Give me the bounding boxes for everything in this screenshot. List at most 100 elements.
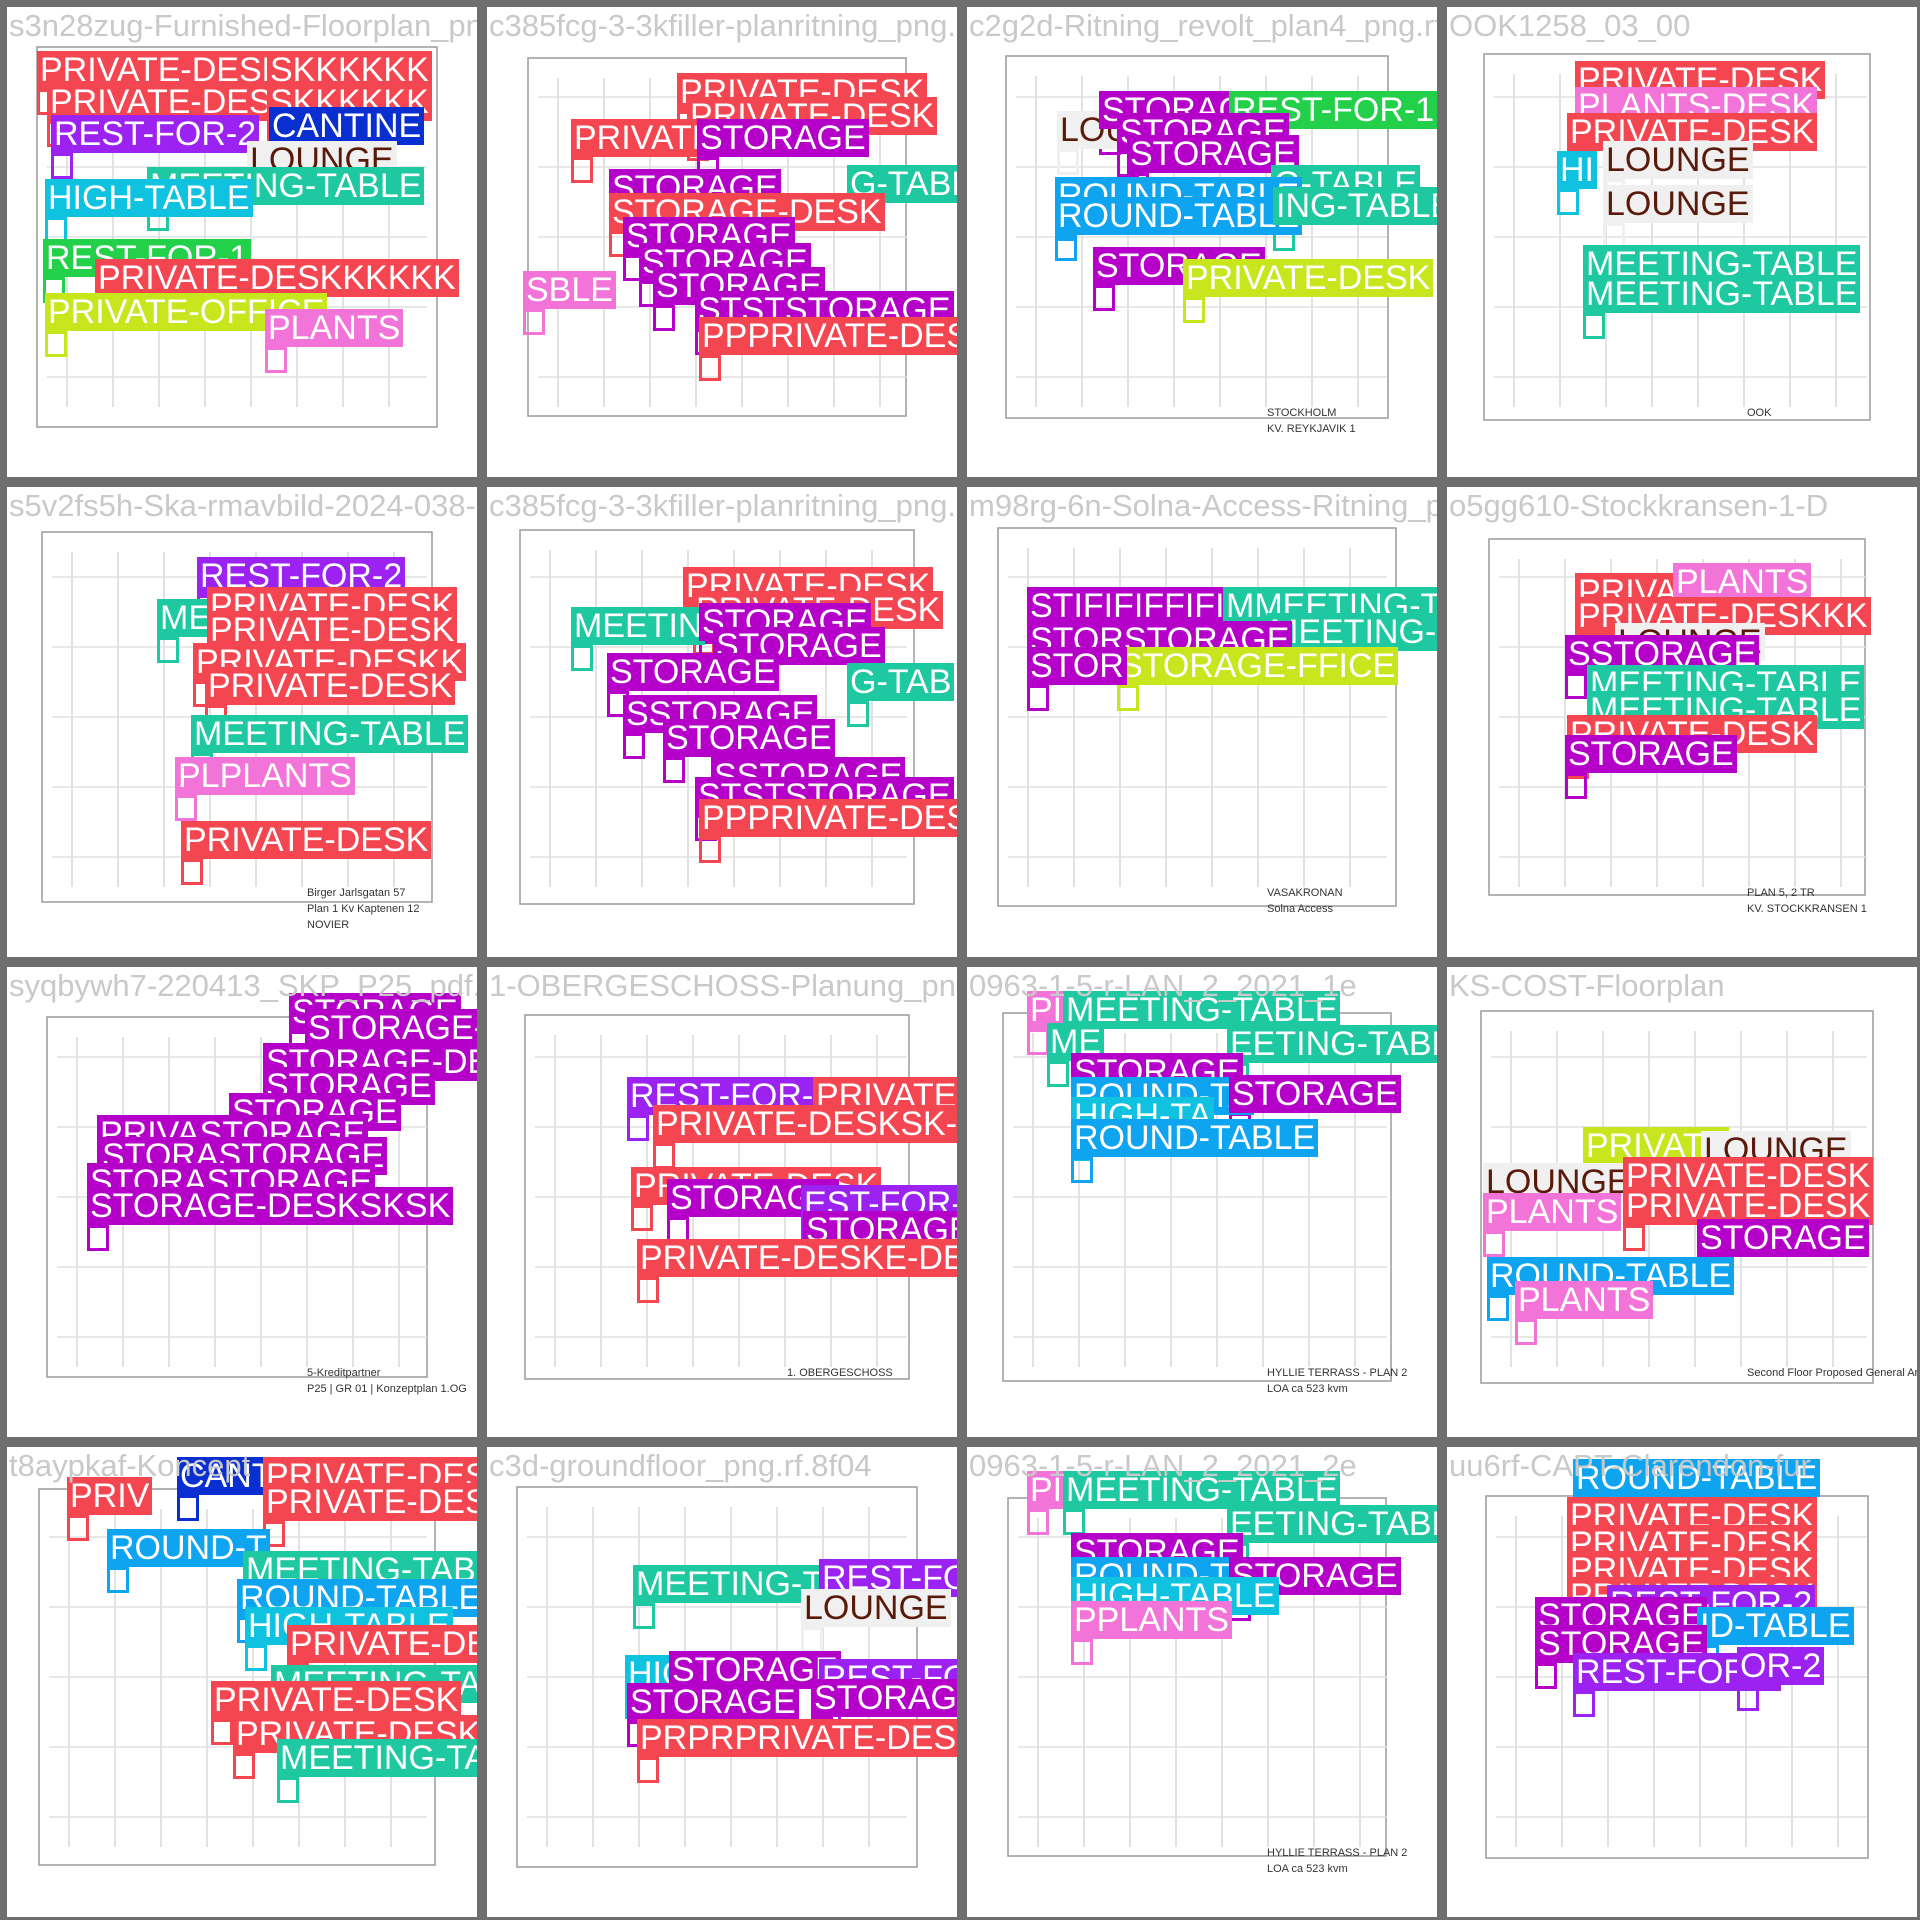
class-label-private-desk: PRIVATE-DESKKKKKK <box>95 259 459 297</box>
class-label-storage: STORAGE-DESKSKSK <box>87 1187 454 1225</box>
bbox-round-table <box>1055 235 1077 261</box>
tile-filename: 0963-1-5-r-LAN_2_2021_2e <box>969 1448 1357 1483</box>
class-label-plants: PLANTS <box>1515 1281 1654 1319</box>
bbox-high-table <box>1557 189 1579 215</box>
class-label-private-office: PRIVATE-DESK <box>1183 259 1434 297</box>
class-label-high-table: HIGH-TABLE <box>45 179 253 217</box>
class-label-meeting-table: MEETING-TABLE <box>191 715 469 753</box>
bbox-private-desk <box>699 355 721 381</box>
floorplan-tile: c3d-groundfloor_png.rf.8f04 MEETING-TA RES… <box>487 1447 957 1917</box>
plan-caption: LOA ca 523 kvm <box>1267 1383 1348 1395</box>
tile-filename: c3d-groundfloor_png.rf.8f04 <box>489 1448 872 1483</box>
floorplan-tile: OOK1258_03_00 OOK PRIVATE-DESK PLANTS-DESK P… <box>1447 7 1917 477</box>
class-label-private-desk: PRIVATE-DESK <box>211 1681 462 1719</box>
class-label-rest-for-2: OR-2 <box>1737 1647 1825 1685</box>
class-label-private-desk: PRIVATE-DESKSK-DE <box>653 1105 957 1143</box>
class-label-plants: PLANTS <box>1673 563 1812 601</box>
floorplan-drawing <box>1005 55 1389 419</box>
bbox-storage <box>1093 285 1115 311</box>
class-label-round-table: ROUND-TABLE <box>1573 1459 1821 1497</box>
floorplan-tile: c2g2d-Ritning_revolt_plan4_png.rf.d380 ST… <box>967 7 1437 477</box>
class-label-private-desk: PPPRIVATE-DESKK <box>699 799 957 837</box>
class-label-meeting-table: EETING-TABLE <box>1227 1505 1437 1543</box>
class-label-storage: STORAGE <box>623 217 795 255</box>
class-label-high-table: HI <box>1557 151 1597 189</box>
plan-caption: KV. STOCKKRANSEN 1 <box>1747 903 1867 915</box>
bbox-plants <box>1515 1319 1537 1345</box>
bbox-round-table <box>1487 1295 1509 1321</box>
tile-filename: s3n28zug-Furnished-Floorplan_png.rf.2b20 <box>9 8 477 43</box>
floorplan-tile: 0963-1-5-r-LAN_2_2021_1e HYLLIE TERRASS -… <box>967 967 1437 1437</box>
class-label-private-desk: PRIVATE-DESK <box>287 1625 477 1663</box>
floorplan-tile: c385fcg-3-3kfiller-planritning_png.rf.4c… <box>487 487 957 957</box>
bbox-storage <box>623 733 645 759</box>
plan-caption: Second Floor Proposed General Arrangemen… <box>1747 1367 1917 1379</box>
class-label-private-desk: PRIVATE-DESK <box>205 667 456 705</box>
class-label-lounge: LOUNGE <box>1603 185 1753 223</box>
class-label-storage: STORAGE <box>697 119 869 157</box>
bbox-private-desk <box>181 859 203 885</box>
class-label-private-desk: PRIVATE-DESK <box>181 821 432 859</box>
tile-filename: 0963-1-5-r-LAN_2_2021_1e <box>969 968 1357 1003</box>
plan-caption: PLAN 5, 2 TR <box>1747 887 1815 899</box>
bbox-plants <box>1027 1509 1049 1535</box>
class-label-private-desk: PRIVATE-DESK <box>207 611 458 649</box>
bbox-high-table <box>245 1645 267 1671</box>
bbox-private-desk <box>1623 1225 1645 1251</box>
class-label-storage: STORAGE <box>1697 1219 1869 1257</box>
bbox-rest-for-2 <box>1573 1691 1595 1717</box>
floorplan-drawing <box>997 527 1397 907</box>
class-label-storage: SSTORAGE <box>623 695 818 733</box>
plan-caption: 1. OBERGESCHOSS <box>787 1367 893 1379</box>
plan-caption: STOCKHOLM <box>1267 407 1337 419</box>
bbox-meeting-table <box>1047 1061 1069 1087</box>
plan-caption: LOA ca 523 kvm <box>1267 1863 1348 1875</box>
bbox-plants <box>1071 1639 1093 1665</box>
class-label-plants: PLPLANTS <box>175 757 355 795</box>
class-label-storage: STIFIFIFFIFI <box>1027 587 1228 625</box>
plan-caption: NOVIER <box>307 919 350 931</box>
tile-filename: m98rg-6n-Solna-Access-Ritning_png.rf.53 <box>969 488 1437 523</box>
class-label-storage: STORAGE <box>627 1683 799 1721</box>
class-label-storage: STORAGE-DESK <box>305 1009 477 1047</box>
class-label-private-office: STORAGE-FFICE <box>1117 647 1399 685</box>
class-label-round-table: ROUND-T <box>107 1529 270 1567</box>
bbox-round-table <box>1071 1157 1093 1183</box>
class-label-meeting-table: MEETIN <box>571 607 706 645</box>
bbox-lounge <box>801 1627 823 1653</box>
class-label-round-table: ROUND-TABLE <box>1071 1119 1319 1157</box>
bbox-storage <box>653 305 675 331</box>
bbox-storage <box>1535 1663 1557 1689</box>
floorplan-tile: 0963-1-5-r-LAN_2_2021_2e HYLLIE TERRASS -… <box>967 1447 1437 1917</box>
bbox-plants <box>1483 1231 1505 1257</box>
class-label-round-table: ROUND-TABLE <box>1055 197 1303 235</box>
tile-filename: syqbywh7-220413_SKP_P25_pdf.rf.3e <box>9 968 477 1003</box>
bbox-meeting-table <box>633 1603 655 1629</box>
tile-filename: 1-OBERGESCHOSS-Planung_png.rf.dd0 <box>489 968 957 1003</box>
bbox-private-desk <box>631 1205 653 1231</box>
class-label-private-desk: PRIVATE-DESKK <box>37 51 311 89</box>
class-label-lounge: LOUNGE <box>1603 141 1753 179</box>
class-label-meeting-table: ING-TABLE-E <box>1273 187 1437 225</box>
class-label-meeting-table: MEETING-TABLE <box>1583 275 1861 313</box>
floorplan-tile: t8aypkaf-KonceptPRIVCANTINEPRIVATE-DESKP… <box>7 1447 477 1917</box>
class-label-cantine: CANTINE <box>269 107 425 145</box>
bbox-plants <box>523 309 545 335</box>
tile-filename: uu6rf-CAPT-Clarendon-fur <box>1449 1448 1811 1483</box>
class-label-meeting-table: ME <box>157 599 214 637</box>
class-label-storage: STORAGE <box>1127 135 1299 173</box>
tile-filename: OOK1258_03_00 <box>1449 8 1691 43</box>
class-label-storage: STORAGE <box>607 653 779 691</box>
bbox-cantine <box>177 1495 199 1521</box>
class-label-private-desk: PRPRPRIVATE-DESKSKSK <box>637 1719 957 1757</box>
class-label-meeting-table: MEETING-TABLE <box>1063 991 1341 1029</box>
class-label-storage: STORAGE <box>1229 1075 1401 1113</box>
bbox-private-desk <box>637 1757 659 1783</box>
class-label-meeting-table: MEETING-TABLE <box>1063 1471 1341 1509</box>
bbox-private-desk <box>699 837 721 863</box>
class-label-meeting-table: EETING-TABLE <box>1227 1025 1437 1063</box>
bbox-meeting-table <box>157 637 179 663</box>
bbox-storage <box>1565 773 1587 799</box>
tile-filename: t8aypkaf-Koncept <box>9 1448 251 1483</box>
